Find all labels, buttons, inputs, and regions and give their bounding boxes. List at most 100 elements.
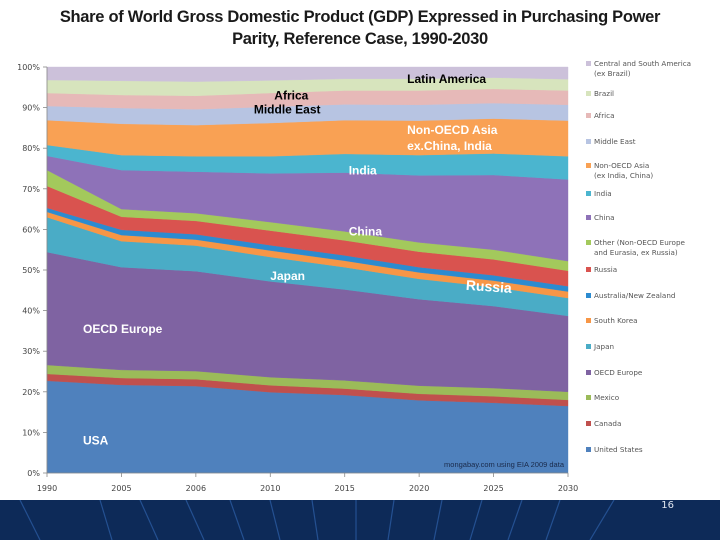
x-tick-label: 1990: [37, 484, 57, 493]
legend-label: United States: [594, 445, 643, 454]
y-tick-label: 20%: [22, 388, 40, 397]
y-tick-label: 60%: [22, 225, 40, 234]
y-tick-label: 90%: [22, 104, 40, 113]
legend-swatch: [586, 447, 591, 452]
annotation-ex-china-india: ex.China, India: [407, 139, 492, 153]
x-axis: 1990 2005 2006 2010 2015 2020 2025 2030: [37, 472, 578, 493]
y-tick-label: 100%: [17, 63, 40, 72]
footer-ray: [99, 500, 113, 540]
legend-label: Other (Non-OECD Europe: [594, 238, 686, 247]
annotation-japan: Japan: [270, 269, 305, 283]
legend-label: and Eurasia, ex Russia): [594, 248, 678, 257]
legend-item-non-oecd-asia-ex-india-china: Non-OECD Asia(ex India, China): [586, 161, 653, 180]
legend-swatch: [586, 293, 591, 298]
y-tick-label: 10%: [22, 428, 40, 437]
legend-item-brazil: Brazil: [586, 89, 614, 98]
legend-label: Central and South America: [594, 59, 691, 68]
legend-item-oecd-europe: OECD Europe: [586, 368, 643, 377]
x-tick-label: 2020: [409, 484, 429, 493]
legend-swatch: [586, 344, 591, 349]
chart-title: Share of World Gross Domestic Product (G…: [0, 6, 720, 50]
legend-swatch: [586, 91, 591, 96]
footer-ray: [185, 500, 205, 540]
legend-label: South Korea: [594, 316, 638, 325]
legend-label: Russia: [594, 265, 617, 274]
legend-item-india: India: [586, 189, 612, 198]
annotation-oecd-europe: OECD Europe: [83, 322, 163, 336]
legend-swatch: [586, 318, 591, 323]
legend-swatch: [586, 215, 591, 220]
legend-swatch: [586, 61, 591, 66]
area-central-and-south-america-ex-brazil: [46, 66, 569, 82]
legend-swatch: [586, 370, 591, 375]
legend-swatch: [586, 113, 591, 118]
x-tick-label: 2005: [111, 484, 131, 493]
annotation-latin-america: Latin America: [407, 72, 486, 86]
legend-label: Canada: [594, 419, 621, 428]
legend-item-japan: Japan: [586, 342, 614, 351]
stacked-area-chart: 0% 10% 20% 30% 40% 50% 60% 70% 80% 90% 100% 1990 20…: [17, 59, 691, 493]
footer-ray: [433, 500, 443, 540]
legend-swatch: [586, 191, 591, 196]
legend: Central and South America(ex Brazil) Braz…: [586, 59, 691, 454]
legend-swatch: [586, 267, 591, 272]
x-tick-label: 2025: [483, 484, 503, 493]
footer-ray: [19, 500, 41, 540]
legend-label: OECD Europe: [594, 368, 643, 377]
legend-label: Non-OECD Asia: [594, 161, 649, 170]
y-tick-label: 70%: [22, 185, 40, 194]
legend-item-africa: Africa: [586, 111, 615, 120]
legend-swatch: [586, 163, 591, 168]
source-note: mongabay.com using EIA 2009 data: [444, 460, 565, 469]
legend-item-central-and-south-america-ex-brazil: Central and South America(ex Brazil): [586, 59, 691, 78]
x-tick-label: 2015: [335, 484, 355, 493]
legend-label: (ex India, China): [594, 171, 653, 180]
y-tick-label: 40%: [22, 307, 40, 316]
chart-title-line-1: Share of World Gross Domestic Product (G…: [59, 8, 661, 26]
annotation-non-oecd-asia: Non-OECD Asia: [407, 123, 498, 137]
legend-item-canada: Canada: [586, 419, 621, 428]
legend-item-south-korea: South Korea: [586, 316, 638, 325]
annotation-usa: USA: [83, 434, 109, 448]
footer-ray: [387, 500, 395, 540]
y-tick-label: 80%: [22, 144, 40, 153]
annotation-china: China: [349, 224, 383, 238]
legend-label: Mexico: [594, 393, 619, 402]
legend-label: China: [594, 213, 615, 222]
legend-label: (ex Brazil): [594, 69, 631, 78]
annotation-africa: Africa: [274, 88, 308, 102]
legend-item-united-states: United States: [586, 445, 643, 454]
y-tick-label: 50%: [22, 266, 40, 275]
footer-ray: [139, 500, 159, 540]
x-tick-label: 2010: [260, 484, 280, 493]
footer-light-rays: [19, 500, 615, 540]
legend-label: Africa: [594, 111, 615, 120]
legend-swatch: [586, 240, 591, 245]
footer-ray: [507, 500, 523, 540]
legend-item-middle-east: Middle East: [586, 137, 636, 146]
y-axis: 0% 10% 20% 30% 40% 50% 60% 70% 80% 90% 100%: [17, 63, 48, 478]
legend-item-australia-new-zealand: Australia/New Zealand: [586, 291, 675, 300]
footer-ray: [229, 500, 245, 540]
legend-label: Australia/New Zealand: [594, 291, 675, 300]
chart-title-line-2: Parity, Reference Case, 1990-2030: [232, 30, 488, 48]
legend-label: Brazil: [594, 89, 614, 98]
footer-ray: [269, 500, 281, 540]
legend-label: Japan: [593, 342, 614, 351]
legend-swatch: [586, 395, 591, 400]
legend-item-china: China: [586, 213, 615, 222]
legend-swatch: [586, 421, 591, 426]
legend-item-mexico: Mexico: [586, 393, 619, 402]
x-tick-label: 2006: [186, 484, 206, 493]
legend-label: India: [594, 189, 612, 198]
area-layers: [46, 66, 569, 474]
annotation-middle-east: Middle East: [254, 103, 321, 117]
annotation-india: India: [349, 164, 377, 178]
footer-ray: [545, 500, 561, 540]
legend-item-russia: Russia: [586, 265, 617, 274]
legend-label: Middle East: [594, 137, 636, 146]
x-tick-label: 2030: [558, 484, 578, 493]
footer-ray: [469, 500, 483, 540]
